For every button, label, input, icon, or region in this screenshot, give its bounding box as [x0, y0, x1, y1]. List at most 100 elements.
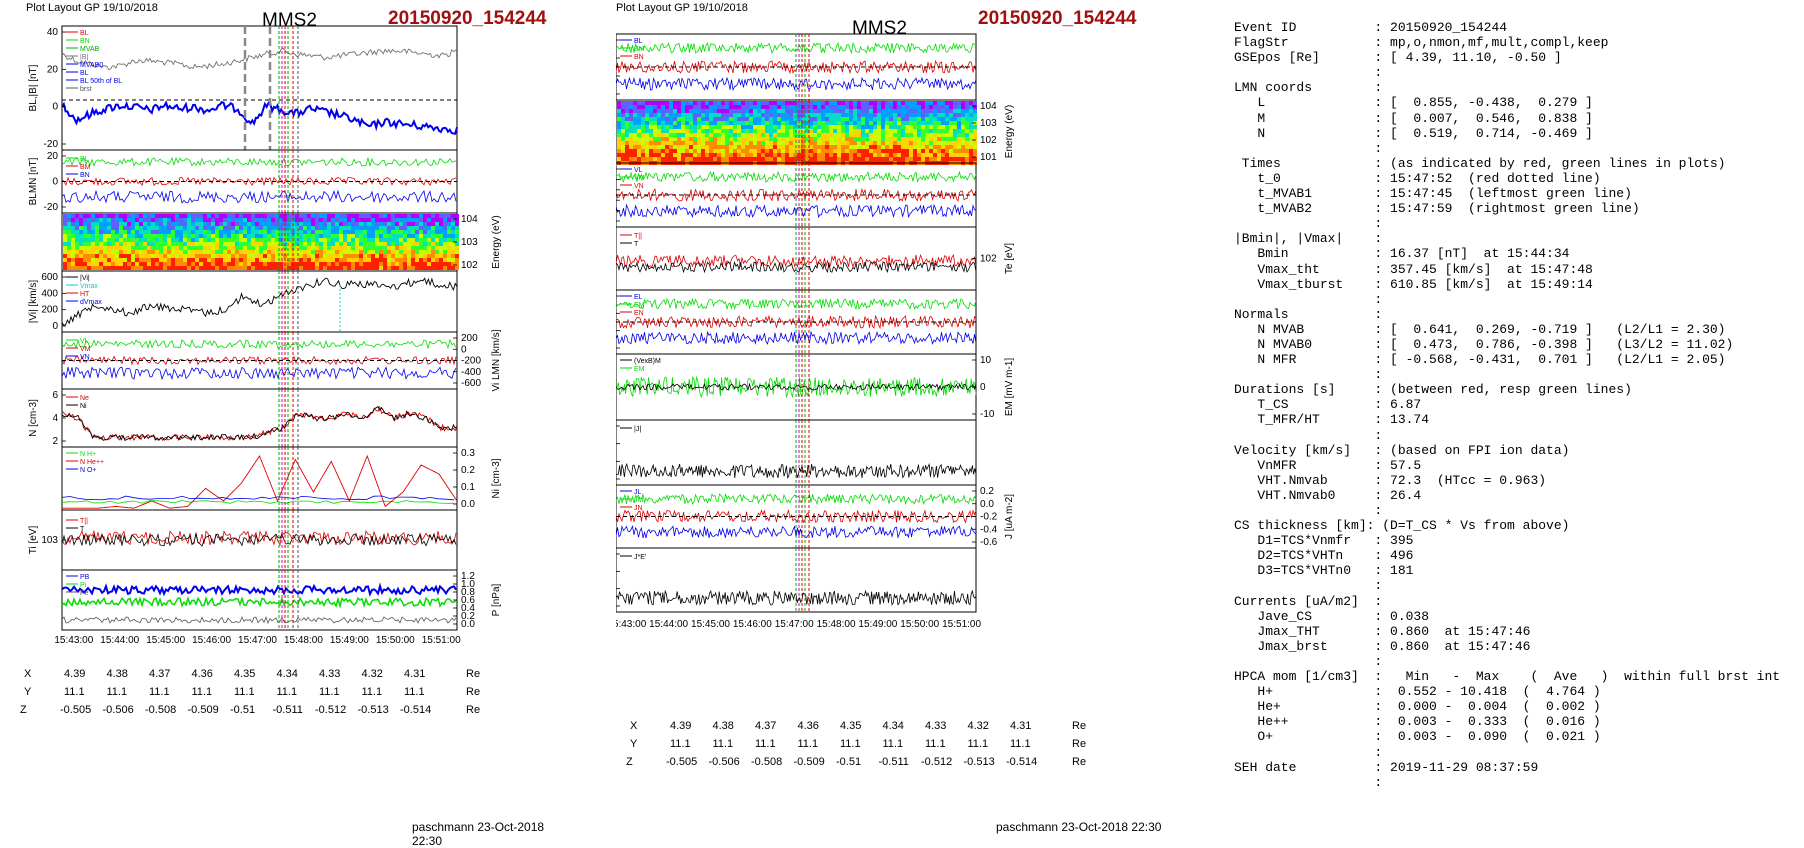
spectrogram-cell	[279, 250, 283, 254]
left-panel-8-legend-entry: T	[80, 526, 85, 533]
spectrogram-cell	[793, 153, 797, 157]
spectrogram-cell	[973, 157, 977, 161]
spectrogram-cell	[789, 109, 793, 113]
spectrogram-cell	[143, 250, 147, 254]
spectrogram-cell	[905, 145, 909, 149]
spectrogram-cell	[295, 266, 299, 270]
spectrogram-cell	[207, 226, 211, 230]
spectrogram-cell	[399, 262, 403, 266]
spectrogram-cell	[231, 266, 235, 270]
spectrogram-cell	[917, 105, 921, 109]
spectrogram-cell	[427, 218, 431, 222]
position-axis-label: X	[24, 668, 32, 680]
spectrogram-cell	[881, 133, 885, 137]
spectrogram-cell	[267, 258, 271, 262]
spectrogram-cell	[267, 226, 271, 230]
spectrogram-cell	[335, 218, 339, 222]
spectrogram-cell	[825, 133, 829, 137]
spectrogram-cell	[359, 242, 363, 246]
spectrogram-cell	[657, 133, 661, 137]
spectrogram-cell	[965, 105, 969, 109]
spectrogram-cell	[263, 242, 267, 246]
spectrogram-cell	[323, 250, 327, 254]
spectrogram-cell	[155, 214, 159, 218]
spectrogram-cell	[813, 105, 817, 109]
right-time-tick-label: 15:48:00	[817, 619, 856, 630]
spectrogram-cell	[239, 218, 243, 222]
spectrogram-cell	[87, 262, 91, 266]
spectrogram-cell	[941, 121, 945, 125]
spectrogram-cell	[187, 242, 191, 246]
spectrogram-cell	[845, 121, 849, 125]
spectrogram-cell	[709, 149, 713, 153]
spectrogram-cell	[765, 121, 769, 125]
spectrogram-cell	[745, 129, 749, 133]
spectrogram-cell	[191, 226, 195, 230]
position-value: 11.1	[319, 686, 340, 698]
spectrogram-cell	[299, 258, 303, 262]
spectrogram-cell	[187, 218, 191, 222]
spectrogram-cell	[801, 105, 805, 109]
spectrogram-cell	[645, 141, 649, 145]
spectrogram-cell	[379, 266, 383, 270]
spectrogram-cell	[845, 145, 849, 149]
spectrogram-cell	[721, 149, 725, 153]
spectrogram-cell	[427, 262, 431, 266]
left-panel-2-legend-entry: BL	[80, 156, 89, 163]
spectrogram-cell	[869, 149, 873, 153]
spectrogram-cell	[295, 242, 299, 246]
spectrogram-cell	[335, 266, 339, 270]
spectrogram-cell	[267, 218, 271, 222]
spectrogram-cell	[223, 226, 227, 230]
spectrogram-cell	[131, 230, 135, 234]
spectrogram-cell	[239, 254, 243, 258]
spectrogram-cell	[327, 230, 331, 234]
spectrogram-cell	[179, 234, 183, 238]
spectrogram-cell	[733, 157, 737, 161]
spectrogram-cell	[953, 125, 957, 129]
spectrogram-cell	[91, 246, 95, 250]
position-value: 4.39	[64, 668, 86, 680]
spectrogram-cell	[801, 101, 805, 105]
spectrogram-cell	[419, 222, 423, 226]
spectrogram-cell	[861, 141, 865, 145]
spectrogram-cell	[625, 157, 629, 161]
spectrogram-cell	[857, 117, 861, 121]
spectrogram-cell	[63, 222, 67, 226]
right-panel-3-legend-entry: VL	[634, 167, 643, 174]
spectrogram-cell	[769, 149, 773, 153]
spectrogram-cell	[103, 234, 107, 238]
spectrogram-cell	[255, 246, 259, 250]
spectrogram-cell	[455, 226, 459, 230]
spectrogram-cell	[865, 129, 869, 133]
spectrogram-cell	[697, 149, 701, 153]
spectrogram-cell	[363, 226, 367, 230]
spectrogram-cell	[395, 230, 399, 234]
spectrogram-cell	[119, 250, 123, 254]
spectrogram-cell	[757, 141, 761, 145]
spectrogram-cell	[67, 262, 71, 266]
spectrogram-cell	[837, 129, 841, 133]
spectrogram-cell	[335, 246, 339, 250]
spectrogram-cell	[633, 133, 637, 137]
spectrogram-cell	[303, 238, 307, 242]
spectrogram-cell	[415, 226, 419, 230]
spectrogram-cell	[203, 234, 207, 238]
spectrogram-cell	[227, 230, 231, 234]
spectrogram-cell	[685, 109, 689, 113]
spectrogram-cell	[107, 242, 111, 246]
left-pb-line	[61, 582, 457, 597]
spectrogram-cell	[215, 226, 219, 230]
spectrogram-cell	[171, 266, 175, 270]
spectrogram-cell	[387, 226, 391, 230]
spectrogram-cell	[641, 109, 645, 113]
spectrogram-cell	[909, 117, 913, 121]
spectrogram-cell	[689, 125, 693, 129]
spectrogram-cell	[621, 145, 625, 149]
spectrogram-cell	[299, 226, 303, 230]
spectrogram-cell	[689, 129, 693, 133]
spectrogram-cell	[447, 230, 451, 234]
spectrogram-cell	[123, 258, 127, 262]
spectrogram-cell	[311, 218, 315, 222]
spectrogram-cell	[917, 145, 921, 149]
